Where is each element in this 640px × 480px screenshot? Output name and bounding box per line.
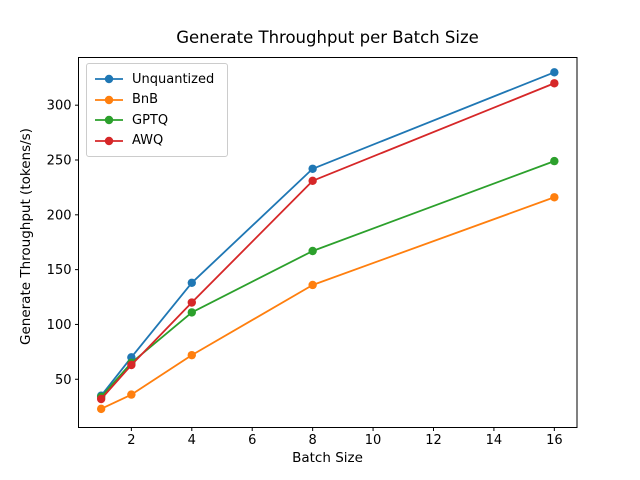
chart-title: Generate Throughput per Batch Size	[176, 28, 479, 47]
data-point-bnb	[96, 404, 106, 414]
legend-line-sample-icon	[95, 75, 123, 84]
x-tick-label: 6	[248, 433, 256, 448]
legend-item-unquantized: Unquantized	[94, 69, 219, 90]
x-tick-label: 16	[546, 433, 563, 448]
data-point-bnb	[308, 280, 317, 290]
y-tick-label: 150	[47, 263, 72, 278]
y-axis-label: Generate Throughput (tokens/s)	[18, 128, 34, 345]
legend-line-sample-icon	[95, 116, 123, 125]
legend-label: GPTQ	[132, 112, 169, 128]
x-tick-label: 2	[127, 433, 135, 448]
data-point-unquantized	[187, 278, 196, 287]
data-point-bnb	[187, 350, 196, 360]
data-point-awq	[127, 360, 136, 370]
series-line-bnb	[100, 196, 555, 410]
legend: Unquantized BnB GPTQ AWQ	[86, 63, 228, 157]
y-tick-label: 250	[47, 154, 72, 169]
legend-line-sample-icon	[95, 95, 123, 104]
data-point-gptq	[550, 156, 559, 166]
x-tick-label: 10	[365, 433, 382, 448]
legend-label: AWQ	[132, 133, 164, 149]
legend-label: Unquantized	[132, 71, 215, 87]
data-point-awq	[96, 394, 106, 404]
data-point-awq	[550, 79, 559, 88]
data-point-awq	[308, 176, 317, 186]
data-point-awq	[187, 298, 196, 307]
y-tick-label: 200	[47, 208, 72, 223]
x-tick-label: 4	[188, 433, 196, 448]
legend-label: BnB	[132, 92, 159, 108]
x-tick-label: 14	[486, 433, 503, 448]
data-point-unquantized	[550, 68, 559, 77]
plot-border	[78, 57, 578, 428]
legend-item-awq: AWQ	[94, 131, 219, 152]
data-point-bnb	[550, 193, 559, 202]
legend-item-gptq: GPTQ	[94, 110, 219, 131]
x-tick-label: 12	[425, 433, 442, 448]
data-point-unquantized	[308, 164, 317, 173]
legend-item-bnb: BnB	[94, 90, 219, 111]
data-point-bnb	[127, 390, 136, 399]
data-point-gptq	[187, 308, 196, 317]
x-tick-label: 8	[309, 433, 317, 448]
y-tick-label: 50	[55, 373, 72, 388]
x-axis-label: Batch Size	[292, 450, 363, 466]
legend-line-sample-icon	[95, 136, 123, 145]
data-point-gptq	[308, 246, 317, 256]
y-tick-label: 100	[47, 318, 72, 333]
y-tick-label: 300	[47, 99, 72, 114]
